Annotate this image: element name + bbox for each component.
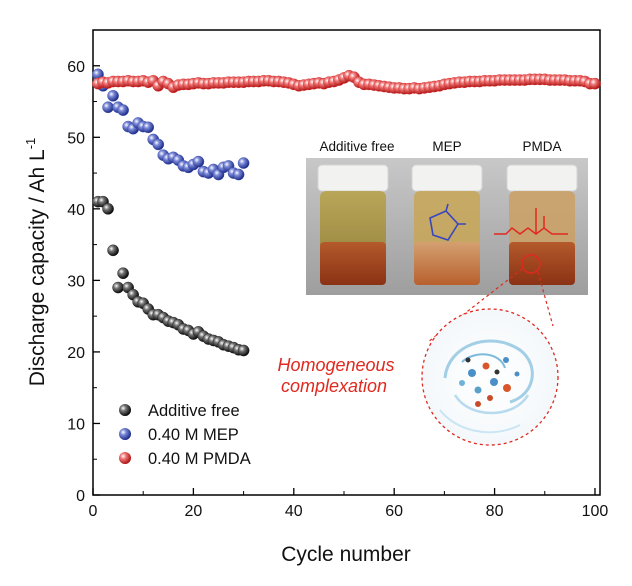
mep-molecule-sketch: [429, 203, 466, 241]
point-additive-free: [117, 267, 129, 280]
data-points: [92, 68, 601, 357]
y-axis-label: Discharge capacity / Ah L-1: [23, 138, 49, 387]
point-0-40-m-mep: [117, 104, 129, 116]
y-tick-label: 10: [67, 416, 85, 433]
vial-pmda: [494, 164, 578, 285]
vial-mep: [411, 164, 483, 285]
annotation-complexation: complexation: [281, 376, 387, 396]
legend-label-0-40-m-mep: 0.40 M MEP: [148, 426, 239, 444]
point-additive-free: [112, 281, 124, 294]
legend-marker-additive-free: [119, 404, 131, 416]
y-tick-label: 40: [67, 202, 85, 219]
point-0-40-m-mep: [237, 157, 250, 169]
point-0-40-m-mep: [102, 101, 114, 114]
legend-label-additive-free: Additive free: [148, 402, 240, 420]
x-axis-label: Cycle number: [281, 543, 411, 566]
x-tick-label: 100: [582, 503, 609, 520]
x-tick-label: 80: [486, 503, 504, 520]
point-additive-free: [107, 244, 119, 257]
x-tick-label: 20: [184, 503, 202, 520]
zoom-circle-small: [521, 254, 541, 274]
point-additive-free: [102, 203, 114, 215]
y-axis-label-main: Discharge capacity / Ah L: [26, 149, 49, 386]
vial-label-mep: MEP: [432, 139, 461, 154]
y-tick-label: 30: [67, 273, 85, 290]
legend-label-0-40-m-pmda: 0.40 M PMDA: [148, 450, 251, 468]
plot-frame: [92, 29, 601, 496]
y-axis-ticks: 0 10 20 30 40 50 60: [67, 59, 100, 505]
point-0-40-m-pmda: [589, 77, 601, 90]
point-additive-free: [237, 344, 250, 357]
vial-label-additive-free: Additive free: [319, 139, 394, 154]
y-tick-label: 50: [67, 130, 85, 147]
x-tick-label: 40: [285, 503, 303, 520]
point-0-40-m-mep: [142, 121, 155, 134]
legend: Additive free 0.40 M MEP 0.40 M PMDA: [119, 402, 251, 468]
y-axis-label-superscript: -1: [23, 138, 38, 150]
vial-additive-free: [317, 164, 389, 285]
legend-marker-0-40-m-mep: [119, 428, 131, 440]
complexation-swirl-illustration: [421, 308, 559, 446]
point-0-40-m-mep: [232, 168, 245, 181]
annotation-homogeneous: Homogeneous: [277, 355, 394, 375]
x-axis-ticks: 0 20 40 60 80 100: [89, 488, 609, 520]
y-tick-label: 0: [76, 488, 85, 505]
x-tick-label: 0: [89, 503, 98, 520]
vials-photo-inset: [306, 158, 588, 295]
y-tick-label: 20: [67, 345, 85, 362]
vial-label-pmda: PMDA: [522, 139, 561, 154]
point-0-40-m-mep: [107, 90, 119, 102]
zoom-line-left: [427, 268, 523, 343]
point-0-40-m-mep: [192, 155, 205, 168]
point-0-40-m-mep: [152, 138, 165, 151]
x-tick-label: 60: [385, 503, 403, 520]
pmda-molecule-sketch: [494, 208, 568, 235]
y-tick-label: 60: [67, 59, 85, 76]
legend-marker-0-40-m-pmda: [119, 452, 131, 464]
